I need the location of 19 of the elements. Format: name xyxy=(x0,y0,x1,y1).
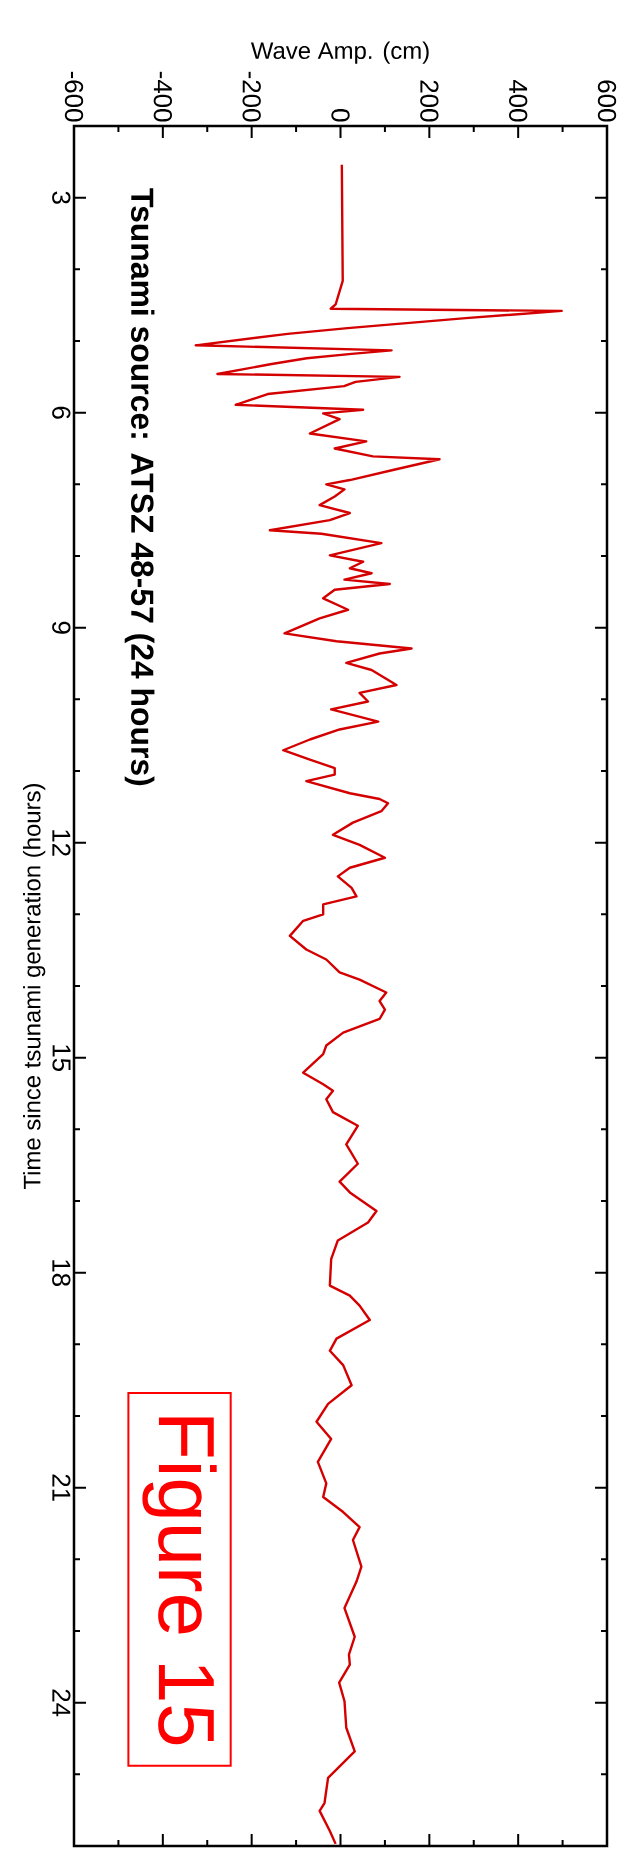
x-tick-label: -200 xyxy=(242,71,261,122)
y-tick-label: 15 xyxy=(52,1045,71,1071)
x-tick-label: 0 xyxy=(331,109,350,122)
y-tick-label: 21 xyxy=(52,1474,71,1501)
y-tick-label: 6 xyxy=(52,406,71,419)
x-axis-title: Wave Amp. (cm) xyxy=(250,41,429,64)
x-tick-label: -400 xyxy=(153,71,173,122)
x-tick-label: 400 xyxy=(509,79,528,122)
x-tick-label: 200 xyxy=(420,80,439,122)
x-tick-label: 600 xyxy=(597,80,617,122)
y-axis-title: Time since tsunami generation (hours) xyxy=(23,784,46,1190)
x-tick-label: -600 xyxy=(64,71,84,122)
y-tick-label: 24 xyxy=(52,1689,71,1717)
text: Tsunami source: ATSZ 48-57 (24 hours) xyxy=(124,188,155,786)
y-tick-label: 3 xyxy=(52,191,71,204)
y-tick-label: 18 xyxy=(52,1260,71,1286)
y-tick-label: 12 xyxy=(52,830,71,856)
y-tick-label: 9 xyxy=(52,621,71,634)
annotation: Figure 15 xyxy=(142,1417,217,1745)
